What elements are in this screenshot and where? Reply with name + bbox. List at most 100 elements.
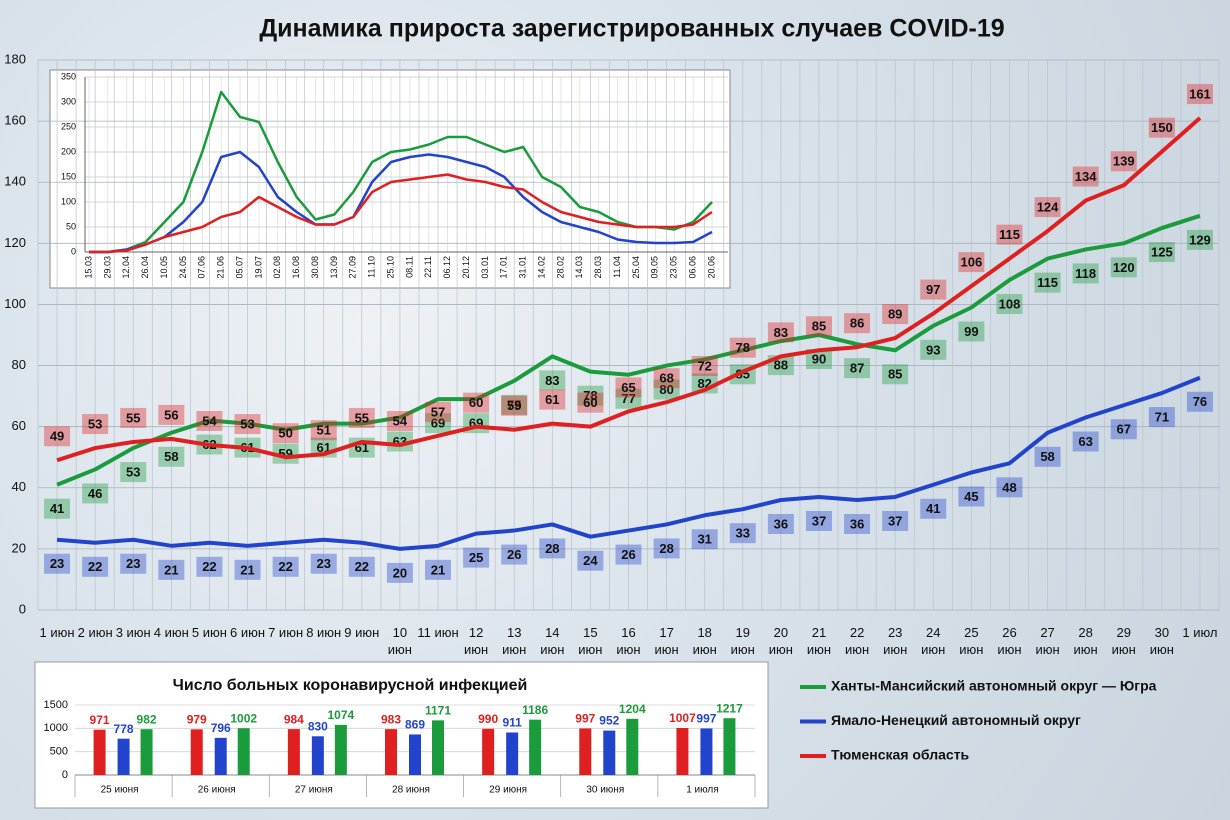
value-label-box xyxy=(920,339,947,360)
bar-value-label: 997 xyxy=(696,712,716,726)
value-label: 58 xyxy=(1040,449,1054,464)
value-label-box xyxy=(882,304,909,325)
value-label: 139 xyxy=(1113,154,1135,169)
inset-x-tick-label: 11.04 xyxy=(612,256,622,278)
x-tick-label: 9 июн xyxy=(344,625,380,640)
y-tick-label: 80 xyxy=(12,357,26,372)
bar-value-label: 911 xyxy=(502,716,522,730)
value-label: 115 xyxy=(999,227,1020,242)
value-label-box xyxy=(729,337,756,358)
value-label-box xyxy=(386,431,413,452)
value-label-box xyxy=(996,477,1023,498)
value-label: 21 xyxy=(240,562,254,577)
value-label-box xyxy=(653,538,680,559)
inset-series-line xyxy=(89,90,713,254)
bar xyxy=(287,729,300,775)
y-tick-label: 140 xyxy=(4,174,26,189)
value-label-box xyxy=(1110,257,1137,278)
bar xyxy=(93,729,106,775)
value-label: 88 xyxy=(774,358,788,373)
value-label: 83 xyxy=(545,373,559,388)
value-label-box xyxy=(920,279,947,300)
value-label-box xyxy=(1110,419,1137,440)
x-tick-label: 14 июн xyxy=(540,625,565,657)
value-label-box xyxy=(348,556,375,577)
value-label-box xyxy=(1072,263,1099,284)
value-label: 54 xyxy=(202,413,217,428)
bar-value-label: 796 xyxy=(211,721,231,735)
inset-x-tick-label: 17.01 xyxy=(499,256,509,279)
inset-x-tick-label: 08.11 xyxy=(404,256,414,278)
bar xyxy=(385,729,397,775)
value-label-box xyxy=(767,322,794,343)
bar-value-label: 971 xyxy=(90,713,110,727)
value-label: 23 xyxy=(50,556,64,571)
value-label: 51 xyxy=(316,423,330,438)
x-tick-label: 24 июн xyxy=(921,625,946,657)
value-label-box xyxy=(310,553,337,574)
value-label-box xyxy=(120,553,147,574)
x-tick-label: 1 июл xyxy=(1182,625,1218,640)
value-label-box xyxy=(501,394,528,415)
value-label: 41 xyxy=(50,501,64,516)
value-label: 25 xyxy=(469,550,483,565)
value-label: 150 xyxy=(1151,120,1173,135)
legend-label: Тюменская область xyxy=(831,747,970,763)
inset-series-line xyxy=(89,150,713,254)
bar xyxy=(409,734,421,775)
value-label-box xyxy=(501,544,528,565)
series-line xyxy=(56,213,1201,487)
value-label: 23 xyxy=(316,556,330,571)
value-label-box xyxy=(615,388,642,409)
value-label: 68 xyxy=(659,371,673,386)
value-label: 60 xyxy=(583,395,597,410)
value-label: 37 xyxy=(812,513,826,528)
x-tick-label: 30 июн xyxy=(1149,625,1174,657)
inset-x-tick-label: 07.06 xyxy=(197,256,207,279)
value-label-box xyxy=(729,523,756,544)
bar-y-tick-label: 0 xyxy=(62,769,68,781)
value-label-box xyxy=(1186,84,1213,105)
inset-x-tick-label: 28.02 xyxy=(555,256,565,279)
value-label-box xyxy=(44,553,71,574)
x-tick-label: 19 июн xyxy=(730,625,755,657)
value-label: 21 xyxy=(164,562,178,577)
inset-x-tick-label: 06.06 xyxy=(687,256,697,279)
inset-x-tick-label: 30.08 xyxy=(310,256,320,279)
bar-value-label: 1204 xyxy=(619,702,646,716)
value-label: 57 xyxy=(431,404,445,419)
value-label: 120 xyxy=(1113,260,1135,275)
value-label: 22 xyxy=(355,559,369,574)
value-label: 75 xyxy=(507,397,521,412)
value-label-box xyxy=(348,407,375,428)
value-label-box xyxy=(577,385,604,406)
value-label-box xyxy=(958,252,985,273)
value-label: 55 xyxy=(355,410,369,425)
bar xyxy=(334,724,347,775)
inset-x-tick-label: 06.12 xyxy=(442,256,452,279)
inset-x-tick-label: 22.11 xyxy=(423,256,433,278)
value-label: 90 xyxy=(812,351,826,366)
inset-y-tick-label: 350 xyxy=(61,71,76,81)
value-label-box xyxy=(1034,446,1061,467)
y-tick-label: 120 xyxy=(4,235,26,250)
value-label: 124 xyxy=(1037,200,1059,215)
value-label-box xyxy=(615,544,642,565)
y-tick-label: 40 xyxy=(12,479,26,494)
value-label-box xyxy=(653,379,680,400)
value-label: 60 xyxy=(469,395,483,410)
value-label-box xyxy=(272,423,299,444)
legend-label: Ямало-Ненецкий автономный округ xyxy=(831,712,1081,728)
y-tick-label: 0 xyxy=(19,601,26,616)
value-label-box xyxy=(82,483,109,504)
inset-x-tick-label: 31.01 xyxy=(518,256,528,279)
bar-value-label: 1217 xyxy=(716,701,743,715)
x-tick-label: 10 июн xyxy=(387,625,412,657)
value-label-box xyxy=(82,556,109,577)
bar-value-label: 997 xyxy=(575,712,595,726)
inset-x-tick-label: 13.09 xyxy=(329,256,339,279)
x-tick-label: 23 июн xyxy=(883,625,908,657)
inset-y-tick-label: 150 xyxy=(61,171,76,181)
value-label: 65 xyxy=(621,380,635,395)
bar-value-label: 983 xyxy=(381,712,401,726)
